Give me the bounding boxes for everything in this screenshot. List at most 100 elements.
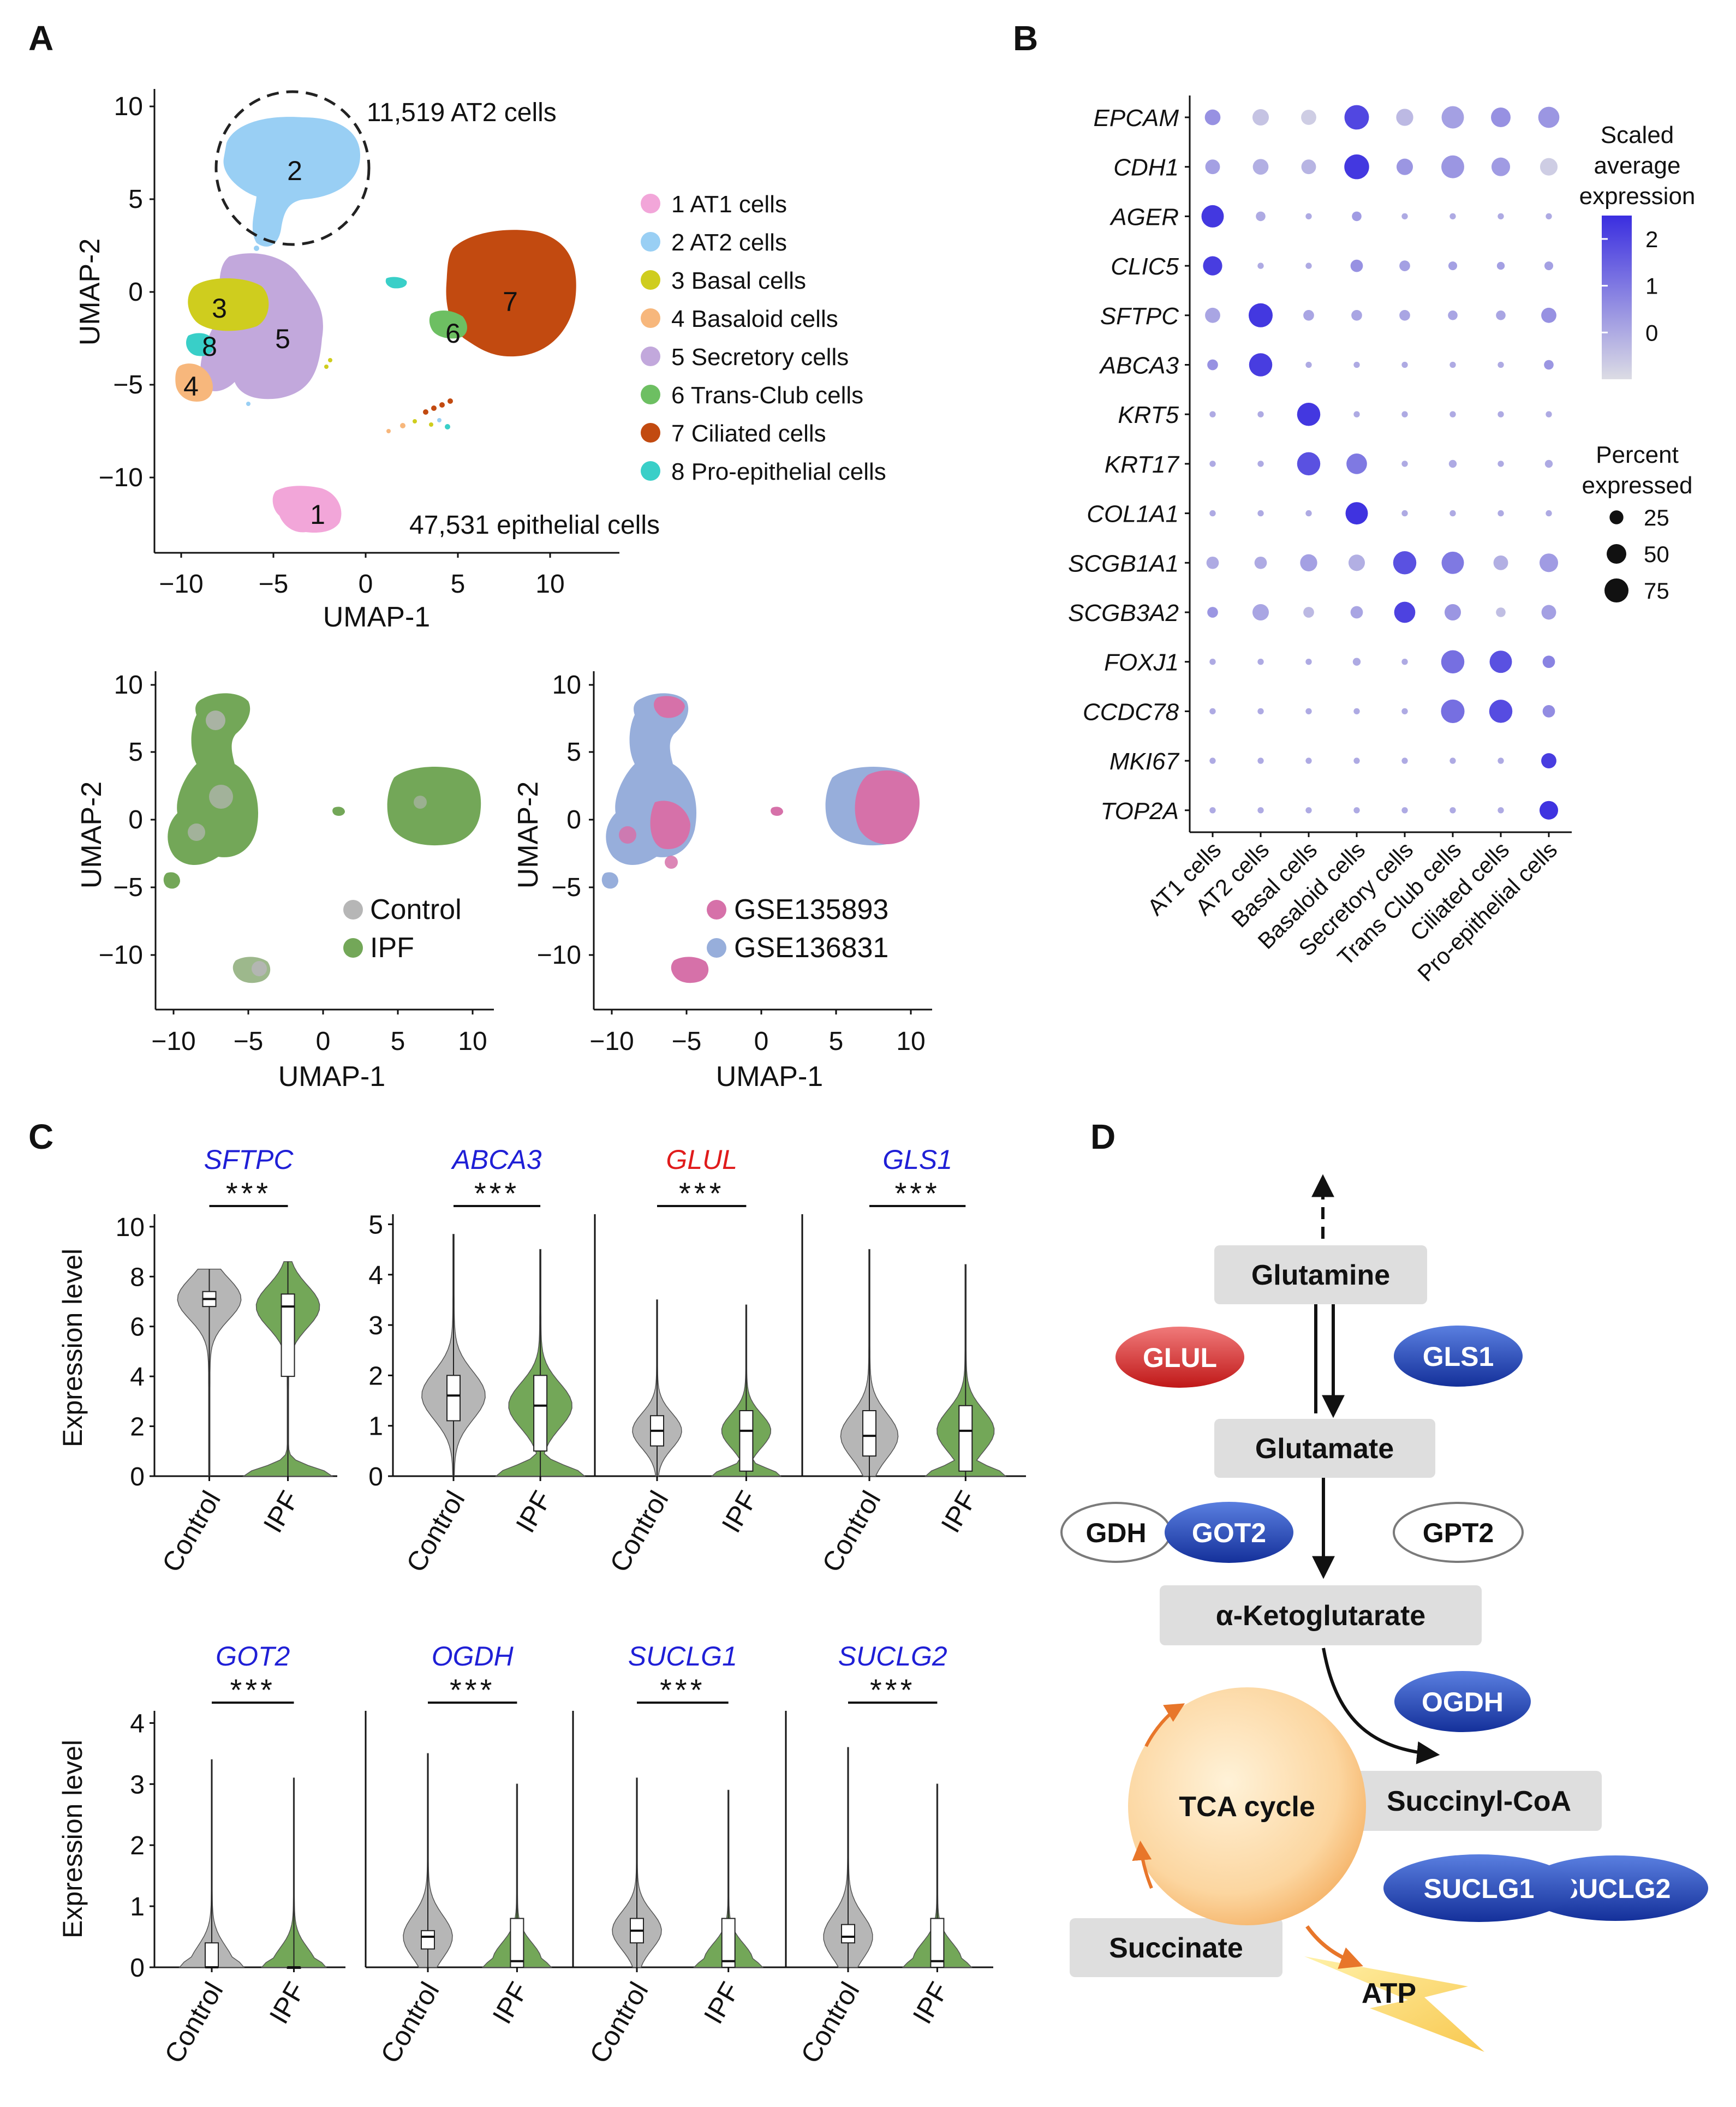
gene-label: SFTPC xyxy=(1100,303,1179,330)
violin-group-label: Control xyxy=(156,1486,226,1578)
at2-highlight-circle xyxy=(214,90,371,246)
color-legend-tick-label: 1 xyxy=(1645,273,1658,299)
violin-group-label: Control xyxy=(816,1486,886,1578)
expression-dot xyxy=(1305,757,1312,764)
expression-dot xyxy=(1353,807,1360,814)
expression-dot xyxy=(1449,757,1456,764)
x-tick-label: −10 xyxy=(159,570,203,599)
enzyme-gdh: GDH xyxy=(1060,1502,1172,1563)
gene-label: SCGB3A2 xyxy=(1068,600,1179,626)
violin-group-label: IPF xyxy=(907,1977,954,2029)
panel-label-c: C xyxy=(28,1117,53,1156)
violin-y-tick-label: 0 xyxy=(130,1463,145,1491)
violin-y-tick-label: 4 xyxy=(130,1709,145,1738)
violin-y-axis-label: Expression level xyxy=(57,1249,88,1447)
y-tick-label: 0 xyxy=(128,805,143,834)
akg-label: α-Ketoglutarate xyxy=(1216,1600,1425,1632)
expression-dot xyxy=(1493,555,1508,570)
expression-dot xyxy=(1252,604,1269,621)
violin-panel-glul: Control IPF ***GLUL xyxy=(594,1144,802,1577)
succinylcoa-label: Succinyl-CoA xyxy=(1387,1786,1571,1817)
legend-label: GSE136831 xyxy=(734,932,888,964)
legend-item: 2 AT2 cells xyxy=(641,229,787,256)
enzyme-suclg1: SUCLG1 xyxy=(1383,1854,1574,1922)
expression-dot xyxy=(1539,553,1559,572)
expression-dot xyxy=(1441,699,1465,723)
expression-dot xyxy=(1401,461,1408,467)
violin-group-label: Control xyxy=(158,1977,229,2069)
expression-dot xyxy=(1348,554,1365,571)
succinate-label: Succinate xyxy=(1109,1932,1243,1964)
violin-box xyxy=(841,1924,855,1944)
violin-y-tick-label: 6 xyxy=(130,1313,145,1342)
x-tick-label: 5 xyxy=(391,1027,405,1056)
y-tick-label: −10 xyxy=(99,941,143,970)
cluster-scatter-specks xyxy=(246,246,453,433)
color-legend-title: average xyxy=(1594,152,1680,179)
umap-condition-plot: 10 5 0 −5 −10 −10 −5 0 5 10 UMAP-1 UMAP-… xyxy=(76,671,494,1093)
significance-stars: *** xyxy=(450,1673,495,1707)
gene-label: KRT5 xyxy=(1118,402,1179,428)
marker-gene-dotplot: EPCAM CDH1 AGER CLIC5 SFTPC ABCA3 KRT5 KRT17 COL… xyxy=(1068,95,1695,986)
x-axis-label: UMAP-1 xyxy=(323,601,430,633)
violin-box xyxy=(958,1405,973,1472)
violin-y-tick-label: 2 xyxy=(368,1362,383,1390)
expression-dot xyxy=(1301,159,1316,175)
expression-dot xyxy=(1498,361,1504,368)
violin-group-label: IPF xyxy=(264,1977,311,2029)
violin-box xyxy=(533,1375,548,1452)
expression-dot xyxy=(1491,108,1511,127)
dataset-legend: GSE135893 GSE136831 xyxy=(707,894,888,964)
size-legend-dot xyxy=(1607,544,1626,564)
expression-dot xyxy=(1546,411,1552,417)
expression-dot xyxy=(1254,556,1267,569)
y-tick-label: 5 xyxy=(128,185,143,214)
tca-cycle-label: TCA cycle xyxy=(1179,1791,1315,1823)
y-tick-label: 10 xyxy=(114,671,143,700)
glutamine-label: Glutamine xyxy=(1251,1260,1390,1291)
expression-dot xyxy=(1351,309,1362,321)
cluster-proepi-blob xyxy=(186,333,214,356)
legend-label: 8 Pro-epithelial cells xyxy=(671,458,886,485)
expression-dot xyxy=(1396,158,1413,175)
color-legend-tick-label: 0 xyxy=(1645,320,1658,345)
cluster-legend: 1 AT1 cells 2 AT2 cells 3 Basal cells 4 … xyxy=(641,191,886,485)
significance-stars: *** xyxy=(474,1176,520,1210)
violin-panel-abca3: 0 1 2 3 4 5 Control IPF ***ABCA3 xyxy=(368,1144,595,1577)
violin-panel-ogdh: Control IPF ***OGDH xyxy=(365,1641,573,2068)
enzyme-glul: GLUL xyxy=(1115,1327,1244,1388)
expression-dot xyxy=(1449,361,1456,368)
glutamate-box xyxy=(1214,1419,1435,1478)
violin-group-label: IPF xyxy=(935,1486,982,1538)
expression-dot xyxy=(1541,753,1556,769)
gene-title: SUCLG1 xyxy=(628,1641,737,1672)
violin-group-label: Control xyxy=(400,1486,470,1578)
expression-dot xyxy=(1350,606,1363,619)
violin-box xyxy=(421,1930,435,1950)
enzyme-label: GLS1 xyxy=(1423,1341,1494,1372)
cluster-ciliated-blob xyxy=(446,230,576,357)
y-tick-label: −10 xyxy=(99,463,143,492)
expression-dot xyxy=(1498,461,1504,467)
expression-dot xyxy=(1444,604,1461,621)
expression-dot xyxy=(1399,309,1410,321)
legend-label: GSE135893 xyxy=(734,894,888,926)
enzyme-gls1: GLS1 xyxy=(1394,1326,1523,1387)
violin-box xyxy=(721,1918,736,1968)
legend-label: 2 AT2 cells xyxy=(671,229,787,256)
glutamate-label: Glutamate xyxy=(1255,1433,1394,1465)
expression-dot xyxy=(1300,554,1317,571)
expression-dot xyxy=(1344,105,1369,130)
expression-dot xyxy=(1496,261,1505,270)
condition-cell-shapes xyxy=(163,693,481,983)
violin-panel-suclg1: Control IPF ***SUCLG1 xyxy=(572,1641,786,2068)
x-tick-label: −10 xyxy=(151,1027,195,1056)
legend-item: 1 AT1 cells xyxy=(641,191,787,218)
size-legend-label: 75 xyxy=(1644,578,1669,604)
expression-dot xyxy=(1350,259,1363,272)
cluster-shapes xyxy=(175,90,576,533)
expression-dot xyxy=(1205,307,1220,323)
gene-label: CLIC5 xyxy=(1111,253,1179,280)
y-tick-label: 10 xyxy=(552,671,581,700)
